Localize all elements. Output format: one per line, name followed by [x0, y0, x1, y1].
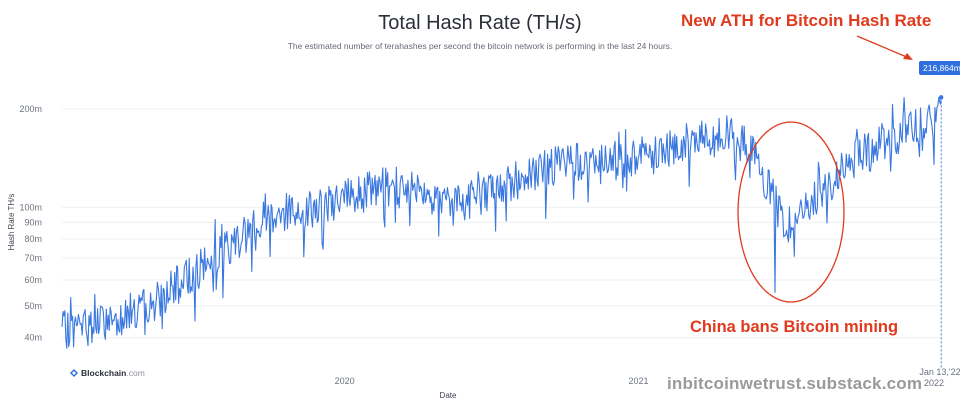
- substack-watermark: inbitcoinwetrust.substack.com: [667, 374, 923, 393]
- x-tick-label: 2021: [628, 376, 648, 386]
- hash-rate-series-line: [61, 96, 942, 349]
- y-axis-ticks: 40m 50m 60m 70m 80m 90m 100m 200m: [19, 104, 42, 343]
- y-tick-label: 90m: [24, 217, 42, 227]
- y-tick-label: 50m: [24, 301, 42, 311]
- ath-arrow: [856, 35, 913, 60]
- x-axis-ticks: 2020 2021 Jan 13,'22 2022: [335, 367, 960, 388]
- blockchain-logo: Blockchain.com: [70, 368, 145, 378]
- x-tick-label: Jan 13,'22 2022: [919, 367, 960, 388]
- grid-lines: [62, 108, 942, 339]
- latest-value-badge: 216,864m: [919, 61, 960, 75]
- latest-value-point: [938, 95, 944, 100]
- y-tick-label: 200m: [19, 104, 42, 114]
- china-ban-annotation: China bans Bitcoin mining: [690, 318, 899, 336]
- y-tick-label: 100m: [19, 202, 42, 212]
- y-tick-label: 60m: [24, 275, 42, 285]
- x-axis-title: Date: [440, 391, 457, 400]
- y-tick-label: 80m: [24, 234, 42, 244]
- ath-annotation: New ATH for Bitcoin Hash Rate: [681, 11, 932, 30]
- chart-title: Total Hash Rate (TH/s): [378, 12, 582, 34]
- y-tick-label: 40m: [24, 333, 42, 343]
- chart-subtitle: The estimated number of terahashes per s…: [287, 41, 673, 51]
- blockchain-logo-domain: .com: [126, 368, 145, 378]
- china-ban-highlight-ellipse: [737, 121, 845, 303]
- x-tick-label: 2020: [335, 376, 355, 386]
- y-tick-label: 70m: [24, 253, 42, 263]
- blockchain-logo-icon: [70, 369, 78, 377]
- blockchain-logo-name: Blockchain: [81, 368, 127, 378]
- y-axis-title: Hash Rate TH/s: [7, 194, 16, 251]
